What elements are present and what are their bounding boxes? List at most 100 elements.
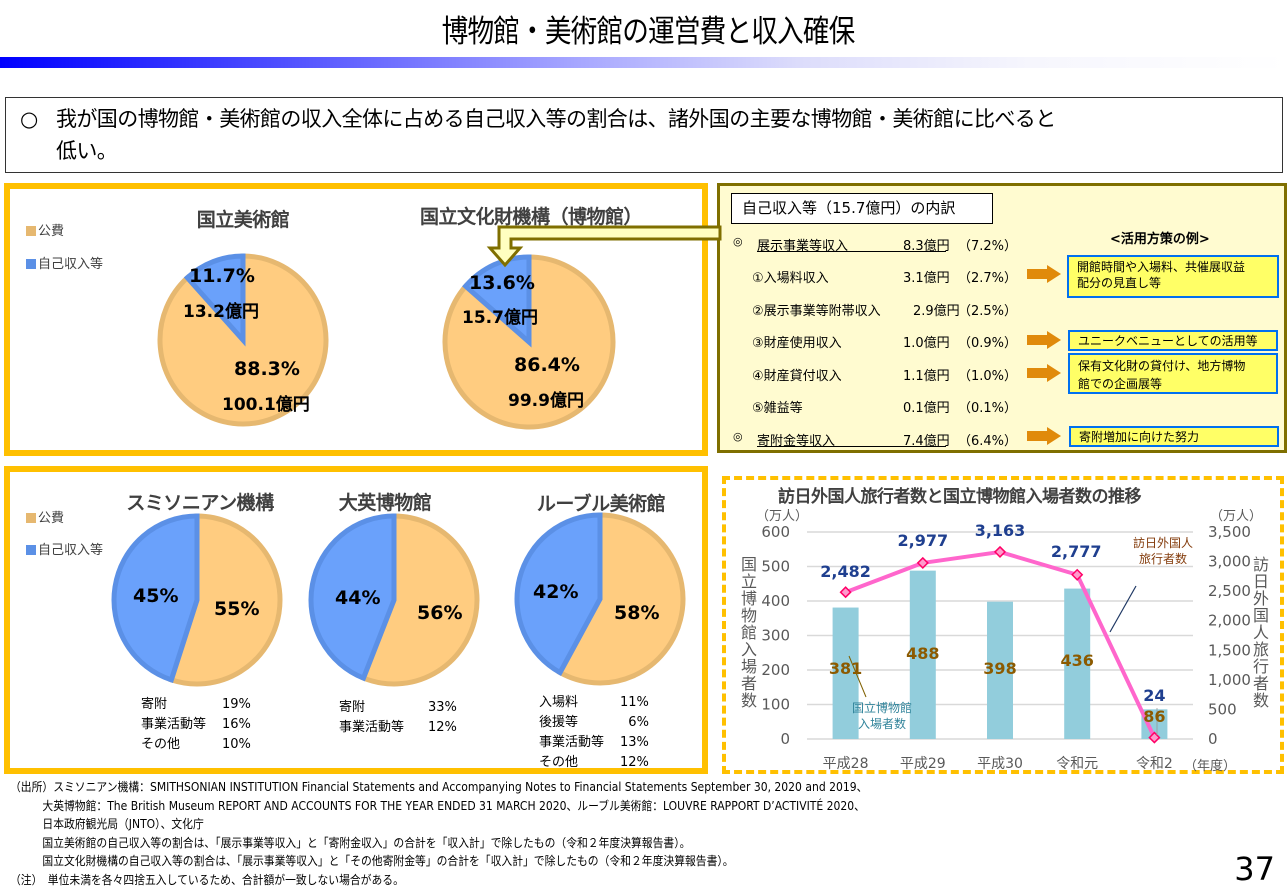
line-marker	[839, 586, 852, 599]
bar-visitors	[987, 601, 1013, 739]
pie-label-self-pct: 44%	[335, 587, 381, 609]
left-tick-label: 200	[761, 661, 790, 679]
pie-label-public-pct: 58%	[614, 602, 660, 624]
breakdown-amount: 0.1億円	[903, 401, 950, 416]
pie-national-art	[157, 253, 329, 427]
pie-british-museum	[308, 513, 480, 687]
chart-callout-text: 国立博物館	[852, 700, 912, 715]
legend-swatch-self	[26, 259, 36, 269]
footnote-line: （出所）スミソニアン機構：SMITHSONIAN INSTITUTION Fin…	[10, 780, 868, 794]
legend-label-public: 公費	[38, 511, 65, 526]
legend-swatch-public	[26, 513, 36, 523]
breakdown-label: ④財産貸付収入	[752, 369, 842, 384]
right-tick-label: 1,000	[1208, 671, 1251, 689]
detail-row: 後援等 6%	[539, 714, 649, 732]
tip-box-donations: 寄附増加に向けた努力	[1069, 426, 1279, 447]
bar-visitors	[1064, 588, 1091, 739]
legend-label-self: 自己収入等	[38, 257, 104, 272]
detail-row: その他 12%	[539, 754, 649, 772]
detail-value: 12%	[620, 755, 649, 770]
breakdown-pct: （1.0%）	[958, 369, 1018, 384]
legend-swatch-public	[26, 226, 36, 236]
detail-row: その他 10%	[141, 736, 251, 754]
right-tick-label: 1,500	[1208, 641, 1251, 659]
detail-row: 寄附 19%	[141, 696, 251, 714]
left-tick-label: 300	[761, 627, 790, 645]
detail-value: 19%	[222, 697, 251, 712]
breakdown-label: 展示事業等収入	[757, 239, 849, 254]
right-axis-unit: （万人）	[1210, 509, 1263, 524]
breakdown-amount: 8.3億円	[903, 239, 950, 254]
domestic-pies-svg	[157, 253, 616, 430]
pie-slice-self	[462, 254, 532, 348]
pie-slice-self	[111, 513, 200, 684]
tip-box-admission: 開館時間や入場料、共催展収益 配分の見直し等	[1067, 255, 1279, 298]
chart-callout-text: 訪日外国人	[1133, 535, 1193, 550]
callout-leader	[848, 655, 867, 698]
pie-slice-public	[360, 513, 480, 687]
breakdown-label: ③財産使用収入	[752, 336, 842, 351]
foreign-pies-svg	[111, 512, 686, 687]
x-tick-label: 平成28	[823, 756, 869, 772]
orange-arrow-icon	[1027, 265, 1061, 283]
detail-row: 入場料 11%	[539, 694, 649, 712]
pie-slice-self	[514, 512, 603, 677]
footnote-line: 国立美術館の自己収入等の割合は、「展示事業等収入」と「寄附金収入」の合計を「収入…	[42, 835, 691, 850]
tips-heading: <活用方策の例>	[1110, 232, 1210, 247]
breakdown-header: 自己収入等（15.7億円）の内訳	[731, 193, 993, 224]
summary-line-1: 我が国の博物館・美術館の収入全体に占める自己収入等の割合は、諸外国の主要な博物館…	[56, 107, 1056, 131]
tip-text: 寄附増加に向けた努力	[1079, 430, 1200, 444]
left-tick-label: 600	[761, 523, 790, 541]
pie-slice-self	[308, 513, 397, 682]
bar-visitors	[909, 570, 936, 739]
smithsonian-detail-table: 寄附 19% 事業活動等 16% その他 10%	[139, 694, 253, 756]
x-tick-label: 令和元	[1056, 756, 1098, 772]
line-marker	[916, 556, 929, 569]
breakdown-label: ⑤雑益等	[752, 401, 803, 416]
breakdown-amount: 1.0億円	[903, 336, 950, 351]
title-gradient-bar	[0, 57, 1287, 68]
row-mark-icon: ◎	[733, 430, 743, 443]
pie-label-public-pct: 88.3%	[234, 358, 300, 380]
right-tick-label: 0	[1208, 730, 1218, 748]
tip-text: ユニークベニューとしての活用等	[1078, 334, 1258, 348]
legend-public: 公費	[26, 507, 64, 526]
chart-callout-text: 旅行者数	[1139, 551, 1187, 566]
detail-label: その他	[141, 737, 181, 752]
pie-label-public-amount: 100.1億円	[222, 395, 310, 415]
orange-arrow-icon	[1027, 427, 1061, 445]
line-data-label: 3,163	[975, 521, 1026, 540]
pie-title-national-heritage: 国立文化財機構（博物館）	[419, 206, 643, 228]
pie-label-public-amount: 99.9億円	[508, 391, 584, 411]
detail-value: 6%	[628, 715, 649, 730]
british-museum-detail-table: 寄附 33% 事業活動等 12%	[337, 697, 459, 739]
breakdown-pct: （6.4%）	[958, 434, 1018, 449]
detail-label: 事業活動等	[539, 735, 605, 750]
right-tick-label: 3,000	[1208, 553, 1251, 571]
pie-label-self-pct: 13.6%	[469, 272, 535, 294]
detail-row: 事業活動等 13%	[539, 734, 649, 752]
detail-label: 寄附	[339, 700, 366, 715]
footnote-line: （注） 単位未満を各々四捨五入しているため、合計額が一致しない場合がある。	[10, 872, 404, 887]
pie-label-self-pct: 11.7%	[189, 265, 255, 287]
detail-value: 12%	[428, 720, 457, 735]
breakdown-amount: 7.4億円	[903, 434, 950, 449]
pie-label-self-pct: 45%	[133, 585, 179, 607]
pie-title-louvre: ルーブル美術館	[536, 493, 666, 515]
pie-label-self-amount: 13.2億円	[183, 302, 259, 322]
breakdown-label: ②展示事業等附帯収入	[752, 304, 881, 319]
self-revenue-breakdown-panel	[717, 183, 1287, 453]
tip-text: 保有文化財の貸付け、地方博物	[1078, 359, 1246, 373]
row-mark-icon: ◎	[733, 235, 743, 248]
chart-title: 訪日外国人旅行者数と国立博物館入場者数の推移	[778, 487, 1142, 507]
pie-label-self-pct: 42%	[533, 581, 579, 603]
x-tick-label: 令和2	[1136, 756, 1173, 772]
pie-label-public-pct: 55%	[214, 598, 260, 620]
line-data-label: 2,482	[820, 562, 871, 581]
detail-label: 入場料	[539, 695, 579, 710]
line-data-label: 2,777	[1051, 542, 1102, 561]
line-marker	[993, 545, 1007, 558]
callout-leader	[1109, 585, 1137, 633]
underline-divider	[757, 251, 946, 252]
